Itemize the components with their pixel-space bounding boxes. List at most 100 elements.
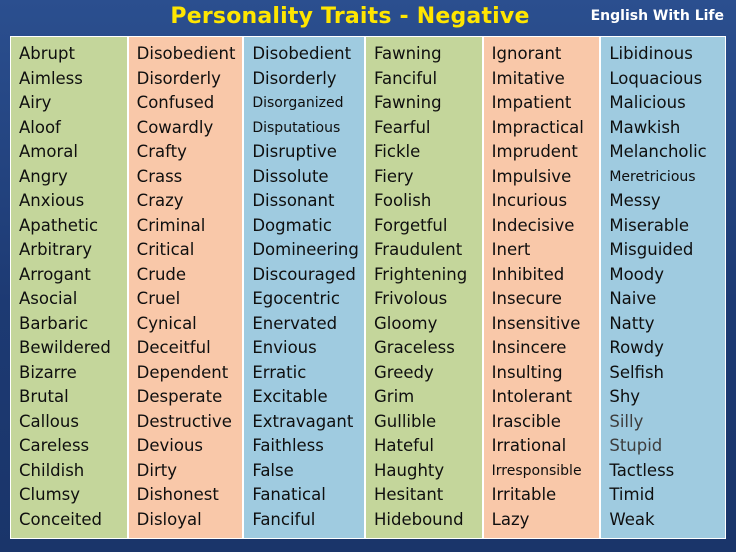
- trait-word: Crude: [136, 264, 187, 284]
- trait-word: Bizarre: [19, 362, 77, 382]
- trait-word: Apathetic: [19, 215, 99, 235]
- trait-word: Envious: [252, 338, 317, 357]
- trait-word: Graceless: [374, 338, 455, 357]
- trait-word: Frivolous: [374, 289, 448, 308]
- trait-word: Disruptive: [252, 142, 337, 161]
- trait-word: Fearful: [374, 117, 431, 137]
- trait-word: Miserable: [609, 215, 690, 235]
- trait-word: Insensitive: [491, 313, 581, 333]
- trait-word: Grim: [374, 387, 415, 406]
- trait-word: Disorganized: [252, 95, 344, 111]
- word-column-5: Ignorant Imitative Impatient Impractical Imp…: [483, 37, 602, 538]
- trait-word: Loquacious: [609, 68, 703, 88]
- trait-word: Abrupt: [19, 44, 75, 63]
- word-column-2: Disobedient Disorderly Confused Cowardly Cra…: [128, 37, 245, 538]
- trait-word: Foolish: [374, 191, 432, 210]
- trait-word: Hesitant: [374, 485, 444, 504]
- trait-word: Dirty: [136, 460, 177, 480]
- trait-word: Naive: [609, 289, 657, 308]
- trait-word: Intolerant: [491, 387, 573, 406]
- word-column-6: Libidinous Loquacious Malicious Mawkish Mela…: [601, 37, 725, 538]
- word-table: Abrupt Aimless Airy Aloof Amoral Angry Anxious…: [10, 36, 726, 539]
- trait-word: Extravagant: [252, 411, 354, 431]
- trait-word: Arbitrary: [19, 240, 93, 259]
- trait-word: Inert: [491, 240, 531, 259]
- trait-word: Cowardly: [136, 117, 214, 137]
- trait-word: Faithless: [252, 436, 324, 455]
- trait-word: Natty: [609, 313, 655, 333]
- trait-word: Disorderly: [252, 68, 337, 88]
- trait-word: Aloof: [19, 117, 61, 137]
- trait-word: Cynical: [136, 313, 197, 333]
- trait-word: Malicious: [609, 93, 686, 112]
- trait-word: Greedy: [374, 362, 434, 382]
- trait-word: Shy: [609, 387, 641, 406]
- trait-word: Irresponsible: [491, 462, 582, 479]
- trait-word: Moody: [609, 264, 665, 284]
- trait-word: Fanciful: [374, 68, 438, 88]
- trait-word: Bewildered: [19, 338, 111, 357]
- trait-word: Impatient: [491, 93, 572, 112]
- trait-word: Disobedient: [136, 44, 236, 63]
- trait-word: Incurious: [491, 191, 568, 210]
- trait-word: Careless: [19, 436, 90, 455]
- trait-word: Mawkish: [609, 117, 681, 137]
- trait-word: Gullible: [374, 411, 437, 431]
- trait-word: Dissonant: [252, 191, 335, 210]
- trait-word: Crazy: [136, 191, 184, 210]
- trait-word: Excitable: [252, 387, 328, 406]
- brand-label: English With Life: [590, 8, 724, 24]
- trait-word: Ignorant: [491, 44, 562, 63]
- trait-word: Stupid: [609, 436, 663, 455]
- trait-word: Erratic: [252, 362, 307, 382]
- trait-word: Crafty: [136, 142, 187, 161]
- trait-word: Disloyal: [136, 509, 202, 529]
- trait-word: Forgetful: [374, 215, 448, 235]
- trait-word: Impulsive: [491, 166, 572, 186]
- trait-word: Lazy: [491, 509, 530, 529]
- word-column-3: Disobedient Disorderly Disorganized Disputa…: [244, 37, 366, 538]
- trait-word: Disobedient: [252, 44, 352, 63]
- trait-word: False: [252, 460, 294, 480]
- trait-word: Angry: [19, 166, 68, 186]
- trait-word: Fawning: [374, 93, 442, 112]
- word-column-1: Abrupt Aimless Airy Aloof Amoral Angry Anxious…: [11, 37, 129, 538]
- trait-word: Discouraged: [252, 264, 356, 284]
- trait-word: Inhibited: [491, 264, 565, 284]
- trait-word: Imprudent: [491, 142, 578, 161]
- trait-word: Gloomy: [374, 313, 438, 333]
- trait-word: Dependent: [136, 362, 229, 382]
- trait-word: Egocentric: [252, 289, 340, 308]
- trait-word: Asocial: [19, 289, 78, 308]
- trait-word: Clumsy: [19, 485, 80, 504]
- trait-word: Enervated: [252, 313, 338, 333]
- trait-word: Brutal: [19, 387, 69, 406]
- trait-word: Dogmatic: [252, 215, 332, 235]
- trait-word: Irrational: [491, 436, 567, 455]
- trait-word: Airy: [19, 93, 52, 112]
- trait-word: Anxious: [19, 191, 85, 210]
- trait-word: Disorderly: [136, 68, 221, 88]
- trait-word: Messy: [609, 191, 661, 210]
- trait-word: Hateful: [374, 436, 434, 455]
- trait-word: Fiery: [374, 166, 414, 186]
- trait-word: Devious: [136, 436, 204, 455]
- trait-word: Crass: [136, 166, 183, 186]
- trait-word: Frightening: [374, 264, 468, 284]
- trait-word: Fraudulent: [374, 240, 463, 259]
- trait-word: Criminal: [136, 215, 206, 235]
- trait-word: Childish: [19, 460, 85, 480]
- trait-word: Fanatical: [252, 485, 326, 504]
- trait-word: Barbaric: [19, 313, 89, 333]
- trait-word: Irascible: [491, 411, 561, 431]
- trait-word: Hidebound: [374, 509, 464, 529]
- trait-word: Rowdy: [609, 338, 664, 357]
- page-title: Personality Traits - Negative: [170, 4, 530, 29]
- trait-word: Fanciful: [252, 509, 316, 529]
- word-column-4: Fawning Fanciful Fawning Fearful Fickle Fiery…: [366, 37, 484, 538]
- trait-word: Critical: [136, 240, 195, 259]
- trait-word: Haughty: [374, 460, 445, 480]
- trait-word: Selfish: [609, 362, 664, 382]
- trait-word: Timid: [609, 485, 655, 504]
- trait-word: Confused: [136, 93, 215, 112]
